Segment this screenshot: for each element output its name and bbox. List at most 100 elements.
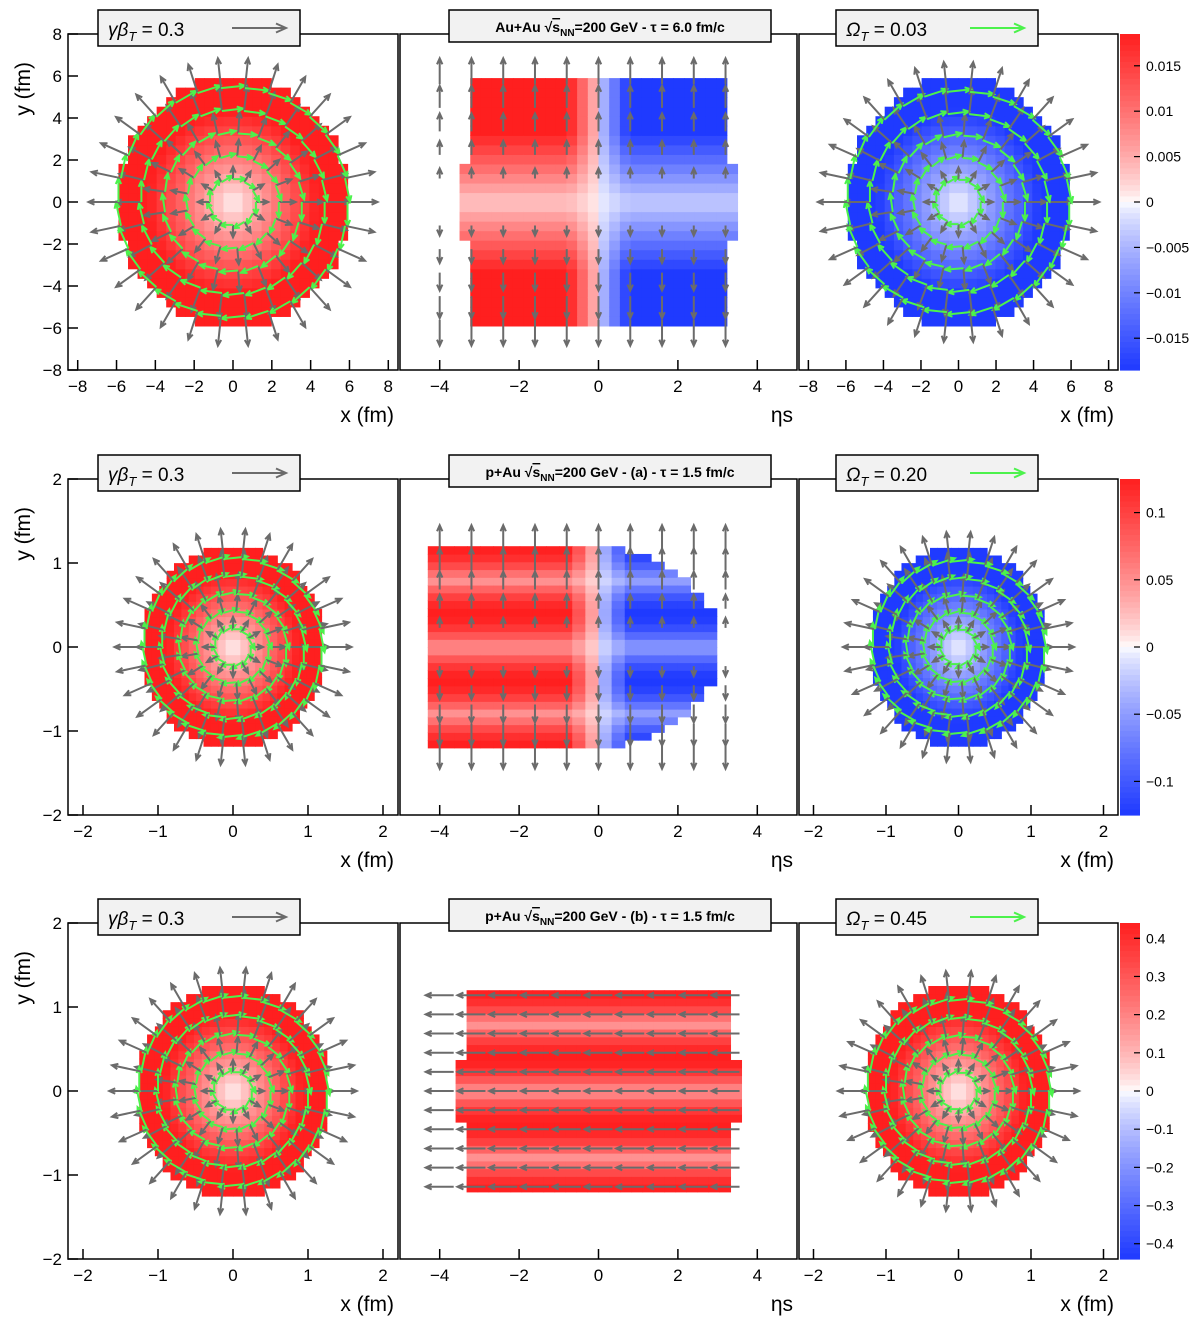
heatmap-cell xyxy=(470,182,482,194)
heatmap-cell xyxy=(225,1082,234,1092)
flow-arrow xyxy=(658,55,666,85)
vorticity-arrow xyxy=(278,240,291,258)
heatmap-cell xyxy=(637,577,652,586)
heatmap-cell xyxy=(532,584,547,594)
heatmap-cell xyxy=(223,116,234,127)
heatmap-cell xyxy=(921,249,932,260)
heatmap-cell xyxy=(880,647,888,656)
heatmap-cell xyxy=(577,135,589,146)
flow-arrow xyxy=(436,522,444,552)
heatmap-cell xyxy=(306,608,315,618)
heatmap-cell xyxy=(587,278,600,289)
heatmap-cell xyxy=(271,297,282,308)
flow-arrow xyxy=(531,272,539,294)
heatmap-cell xyxy=(491,106,503,117)
heatmap-cell xyxy=(979,563,988,572)
heatmap-cell xyxy=(857,240,867,251)
colorbar-cell xyxy=(1120,759,1140,766)
flow-arrow xyxy=(86,198,119,206)
heatmap-cell xyxy=(951,593,960,602)
heatmap-cell xyxy=(204,221,215,232)
vorticity-arrow xyxy=(161,263,182,279)
heatmap-cell xyxy=(233,1082,242,1092)
flow-arrow xyxy=(658,704,666,725)
heatmap-cell xyxy=(284,654,293,663)
heatmap-cell xyxy=(673,221,685,232)
flow-arrow xyxy=(977,145,987,163)
heatmap-cell xyxy=(1032,144,1043,155)
heatmap-cell xyxy=(440,577,455,586)
vorticity-arrow xyxy=(178,278,201,289)
heatmap-cell xyxy=(872,639,881,648)
heatmap-cell xyxy=(555,278,568,289)
heatmap-cell xyxy=(252,287,263,298)
heatmap-cell xyxy=(248,1058,258,1068)
heatmap-cell xyxy=(684,202,696,213)
heatmap-cell xyxy=(940,182,950,194)
heatmap-cell xyxy=(577,97,589,108)
heatmap-cell xyxy=(967,316,978,327)
flow-arrow xyxy=(886,78,905,107)
flow-arrow xyxy=(499,249,507,266)
heatmap-cell xyxy=(611,631,626,640)
heatmap-cell xyxy=(470,106,482,117)
heatmap-cell xyxy=(196,563,205,572)
heatmap-cell xyxy=(204,97,215,108)
heatmap-cell xyxy=(958,570,967,579)
heatmap-cell xyxy=(233,639,241,648)
heatmap-cell xyxy=(217,1147,226,1157)
heatmap-cell xyxy=(677,623,692,633)
heatmap-cell xyxy=(284,578,293,587)
heatmap-cell xyxy=(147,1034,156,1044)
heatmap-cell xyxy=(166,163,177,175)
heatmap-cell xyxy=(976,154,987,165)
heatmap-cell xyxy=(641,125,653,136)
flow-arrow xyxy=(186,664,204,676)
heatmap-cell xyxy=(912,87,923,98)
heatmap-cell xyxy=(545,202,557,213)
heatmap-cell xyxy=(306,647,315,656)
heatmap-cell xyxy=(940,211,950,222)
heatmap-cell xyxy=(915,624,924,633)
heatmap-cell xyxy=(209,1002,218,1011)
heatmap-cell xyxy=(523,259,535,270)
heatmap-cell xyxy=(532,577,547,586)
heatmap-cell xyxy=(299,608,308,618)
heatmap-cell xyxy=(690,639,705,648)
heatmap-cell xyxy=(156,221,167,232)
heatmap-cell xyxy=(587,163,600,175)
heatmap-cell xyxy=(651,125,664,136)
heatmap-cell xyxy=(201,1179,211,1189)
heatmap-cell xyxy=(572,584,586,594)
heatmap-cell xyxy=(664,670,678,679)
heatmap-cell xyxy=(519,724,534,733)
heatmap-cell xyxy=(566,192,578,203)
heatmap-cell xyxy=(949,306,960,317)
flow-arrow xyxy=(337,142,368,157)
heatmap-cell xyxy=(705,182,717,194)
heatmap-cell xyxy=(223,135,234,146)
heatmap-cell xyxy=(174,601,182,610)
flow-arrow xyxy=(1024,124,1046,145)
heatmap-cell xyxy=(506,724,521,733)
heatmap-cell xyxy=(716,230,728,241)
heatmap-cell xyxy=(1023,163,1033,175)
colorbar-cell xyxy=(1120,624,1140,631)
heatmap-cell xyxy=(440,716,455,726)
heatmap-cell xyxy=(555,230,568,241)
heatmap-cell xyxy=(256,1026,265,1036)
heatmap-cell xyxy=(958,563,967,572)
heatmap-cell xyxy=(651,615,665,625)
x-tick-label: 4 xyxy=(1029,377,1038,396)
heatmap-cell xyxy=(225,738,234,747)
heatmap-cell xyxy=(894,654,903,663)
heatmap-cell xyxy=(572,662,586,671)
heatmap-cell xyxy=(630,182,642,194)
colorbar-cell xyxy=(1120,336,1140,343)
heatmap-cell xyxy=(440,654,455,664)
heatmap-cell xyxy=(178,1155,187,1165)
vorticity-arrow xyxy=(963,262,984,272)
legend-left: γβT = 0.3 xyxy=(97,454,301,492)
colorbar-cell xyxy=(1120,551,1140,558)
